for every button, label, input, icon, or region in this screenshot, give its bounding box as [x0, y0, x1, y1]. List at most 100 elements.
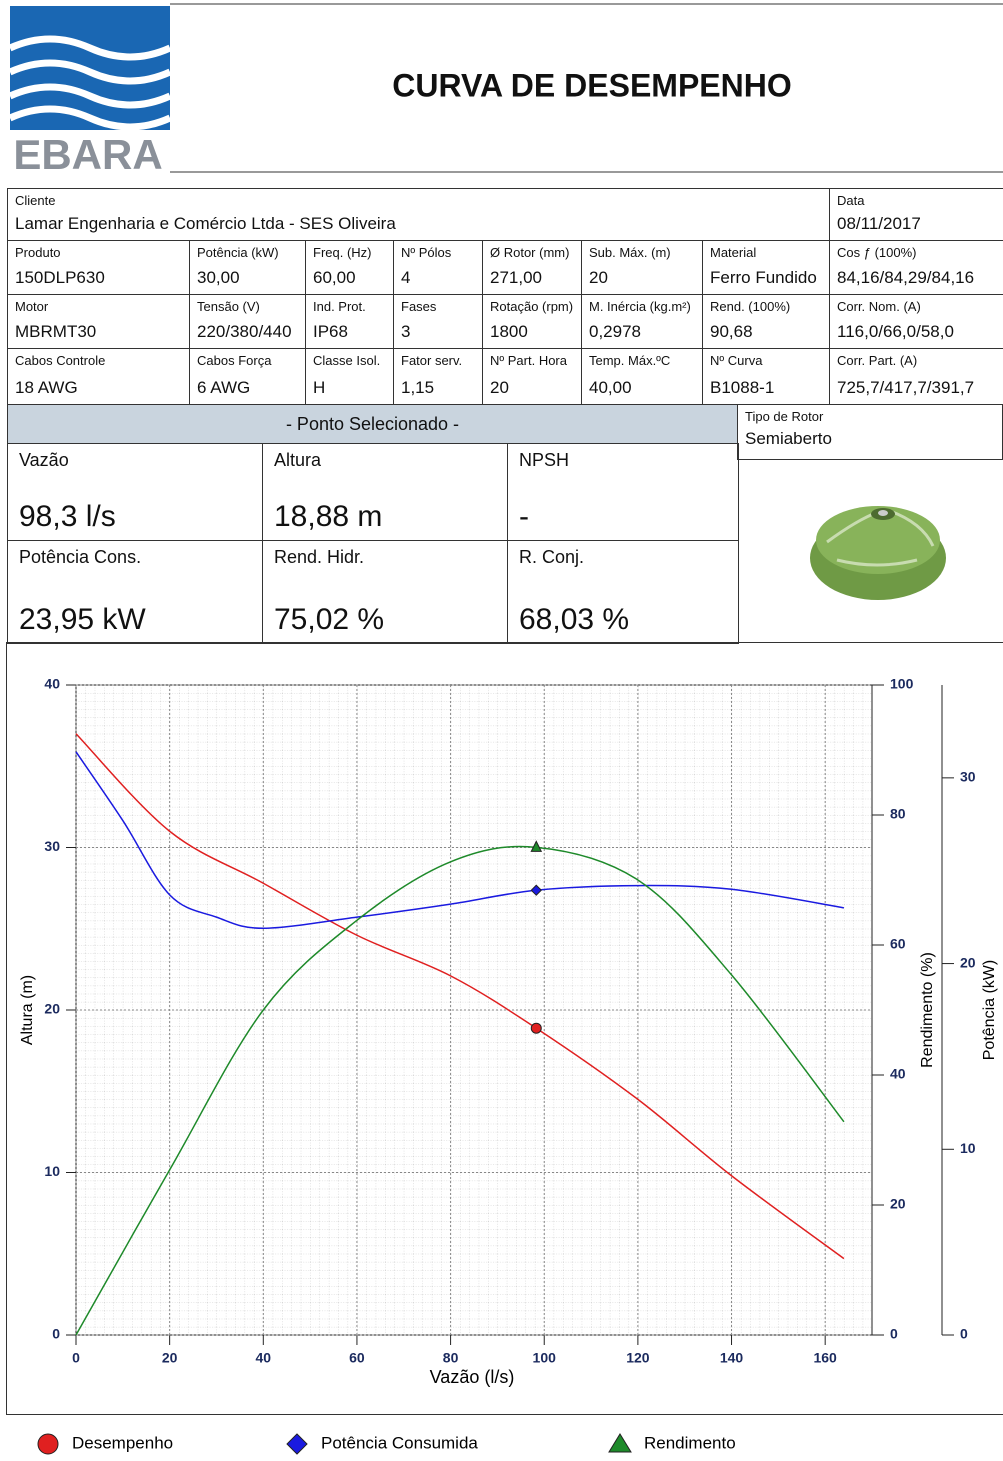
y2-axis-title: Rendimento (%): [919, 952, 936, 1068]
cell-value: H: [313, 378, 326, 397]
selected-title: - Ponto Selecionado -: [7, 404, 738, 444]
legend-swatch: [608, 1433, 632, 1453]
series-line: [75, 845, 845, 1336]
rotor-box: Tipo de Rotor Semiaberto: [737, 404, 1003, 460]
cell-value: 0,2978: [589, 322, 641, 341]
cell-label: Rotação (rpm): [490, 299, 574, 314]
selected-label: Rend. Hidr.: [274, 547, 365, 567]
cell-label: Freq. (Hz): [313, 245, 372, 260]
table-cell: Corr. Part. (A) 725,7/417,7/391,7: [829, 348, 1003, 405]
rotor-image: [810, 506, 946, 600]
selected-label: NPSH: [519, 450, 570, 470]
cell-value: 271,00: [490, 268, 542, 287]
selected-cell: Rend. Hidr. 75,02 %: [262, 540, 508, 644]
rotor-value: Semiaberto: [745, 429, 832, 448]
cell-label: M. Inércia (kg.m²): [589, 299, 691, 314]
y3-tick-label: 30: [960, 769, 976, 785]
chart: Altura (m) Rendimento (%) Potência (kW) …: [19, 676, 998, 1455]
cell-label: Fator serv.: [401, 353, 463, 368]
cell-label: Cliente: [15, 193, 56, 208]
x-tick-label: 100: [533, 1350, 557, 1366]
y3-tick-label: 0: [960, 1326, 968, 1342]
selected-label: Potência Cons.: [19, 547, 142, 567]
series-line: [75, 733, 845, 1260]
selected-value: 18,88 m: [274, 500, 383, 533]
y2-tick-label: 0: [890, 1326, 898, 1342]
y2-tick-label: 100: [890, 676, 914, 692]
cell-label: Tensão (V): [197, 299, 260, 314]
selected-value: 23,95 kW: [19, 603, 146, 636]
cell-label: Produto: [15, 245, 61, 260]
cell-value: IP68: [313, 322, 348, 341]
cell-value: 1,15: [401, 378, 435, 397]
table-cell: Produto 150DLP630: [7, 240, 190, 295]
table-cell: Rotação (rpm) 1800: [482, 294, 582, 349]
cell-value: 220/380/440: [197, 322, 292, 341]
cell-value: 84,16/84,29/84,16: [837, 268, 975, 287]
selected-label: Altura: [274, 450, 322, 470]
cell-label: Cabos Força: [197, 353, 272, 368]
selected-value: -: [519, 500, 529, 533]
table-cell: Nº Part. Hora 20: [482, 348, 582, 405]
cell-value: 40,00: [589, 378, 632, 397]
header: EBARA CURVA DE DESEMPENHO: [8, 3, 1003, 178]
cell-value: 4: [401, 268, 411, 287]
y3-axis-title: Potência (kW): [981, 960, 998, 1060]
table-cell: Cabos Controle 18 AWG: [7, 348, 190, 405]
x-axis-title: Vazão (l/s): [430, 1367, 515, 1387]
x-tick-label: 160: [813, 1350, 837, 1366]
selected-cell: Altura 18,88 m: [262, 443, 508, 541]
cell-label: Data: [837, 193, 865, 208]
y3-tick-label: 20: [960, 954, 976, 970]
cell-label: Nº Pólos: [401, 245, 452, 260]
cell-label: Fases: [401, 299, 437, 314]
table-cell: Potência (kW) 30,00: [189, 240, 306, 295]
table-cell: Ind. Prot. IP68: [305, 294, 394, 349]
selected-value: 75,02 %: [274, 603, 385, 636]
legend-swatch: [286, 1433, 308, 1455]
cell-label: Corr. Part. (A): [837, 353, 918, 368]
cell-value: 3: [401, 322, 411, 341]
cell-value: Ferro Fundido: [710, 268, 817, 287]
y2-tick-label: 80: [890, 806, 906, 822]
rotor-label: Tipo de Rotor: [745, 409, 824, 424]
y2-tick-label: 40: [890, 1066, 906, 1082]
page-title: CURVA DE DESEMPENHO: [392, 67, 791, 103]
selected-value: 68,03 %: [519, 603, 630, 636]
cell-label: Motor: [15, 299, 49, 314]
x-tick-label: 40: [256, 1350, 272, 1366]
table-cell: Data 08/11/2017: [829, 188, 1003, 241]
y-tick-label: 10: [44, 1163, 60, 1179]
logo-waves: [8, 35, 172, 131]
cell-value: 90,68: [710, 322, 753, 341]
cell-value: Lamar Engenharia e Comércio Ltda - SES O…: [15, 214, 396, 233]
table-cell: Sub. Máx. (m) 20: [581, 240, 703, 295]
selected-cell: Vazão 98,3 l/s: [7, 443, 263, 541]
logo-text: EBARA: [13, 131, 162, 178]
y2-tick-label: 60: [890, 936, 906, 952]
y-tick-label: 40: [44, 676, 60, 692]
legend-label: Rendimento: [644, 1433, 736, 1452]
legend-label: Desempenho: [72, 1433, 173, 1452]
cell-label: Cos ƒ (100%): [837, 245, 917, 260]
x-tick-label: 80: [443, 1350, 459, 1366]
selected-value: 98,3 l/s: [19, 500, 116, 533]
y-tick-label: 30: [44, 838, 60, 854]
cell-value: 30,00: [197, 268, 240, 287]
cell-value: 1800: [490, 322, 528, 341]
cell-label: Sub. Máx. (m): [589, 245, 671, 260]
cell-value: 08/11/2017: [837, 214, 921, 233]
table-cell: Motor MBRMT30: [7, 294, 190, 349]
table-cell: Fases 3: [393, 294, 483, 349]
table-cell: Material Ferro Fundido: [702, 240, 830, 295]
y-tick-label: 20: [44, 1001, 60, 1017]
table-cell: Fator serv. 1,15: [393, 348, 483, 405]
cell-value: 725,7/417,7/391,7: [837, 378, 975, 397]
x-tick-label: 60: [349, 1350, 365, 1366]
legend-swatch: [37, 1433, 59, 1455]
cell-label: Temp. Máx.ºC: [589, 353, 671, 368]
table-cell: Cabos Força 6 AWG: [189, 348, 306, 405]
selected-cell: Potência Cons. 23,95 kW: [7, 540, 263, 644]
y-axis-title: Altura (m): [19, 975, 36, 1045]
